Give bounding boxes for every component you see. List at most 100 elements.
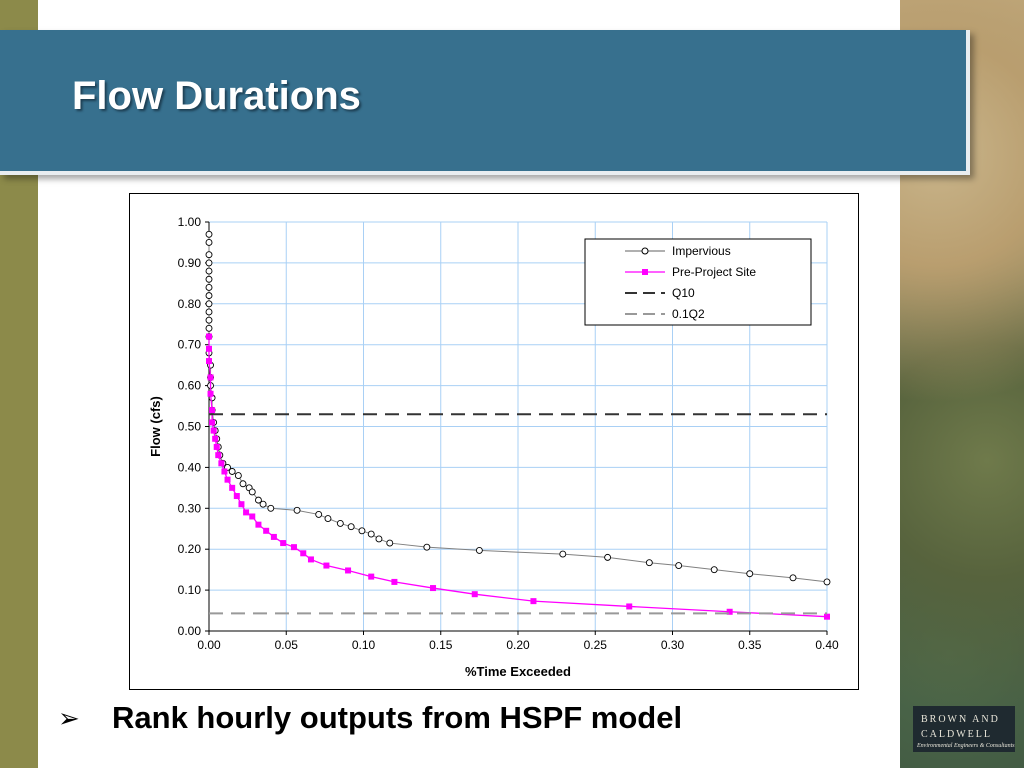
data-point-impervious [336,519,344,527]
bullet-text: Rank hourly outputs from HSPF model [112,700,683,735]
data-point-impervious [367,530,375,538]
data-point-pre-project [345,567,352,574]
legend-box [584,238,812,326]
data-point-impervious [710,566,718,574]
y-tick-label: 0.90 [178,256,202,270]
y-tick-label: 1.00 [178,215,202,229]
x-tick-label: 0.15 [429,638,453,652]
x-tick-label: 0.10 [352,638,376,652]
data-point-pre-project [471,591,478,598]
x-tick-label: 0.30 [661,638,685,652]
data-point-impervious [475,546,483,554]
data-point-pre-project [206,358,212,365]
data-point-pre-project [243,509,250,516]
data-point-impervious [205,308,213,316]
data-point-impervious [324,515,332,522]
x-tick-label: 0.20 [506,638,530,652]
legend-label: Pre-Project Site [672,265,756,279]
legend-label: 0.1Q2 [672,307,705,321]
data-point-impervious [293,506,301,514]
data-point-impervious [205,324,213,332]
logo-tagline: Environmental Engineers & Consultants [917,743,1015,749]
slide-title: Flow Durations [72,74,361,118]
data-point-impervious [234,472,242,480]
data-point-impervious [559,550,567,558]
title-banner [0,30,970,175]
data-point-pre-project [212,435,219,442]
data-point-impervious [205,239,213,246]
data-point-impervious [259,500,267,508]
data-point-impervious [386,539,394,547]
logo-line-2: CALDWELL [921,729,992,740]
chart-frame: 0.00 0.05 0.10 0.15 0.20 0.25 0.30 0.35 0.40 0.00… [129,193,859,690]
data-point-impervious [205,316,213,324]
data-point-pre-project [224,476,231,483]
y-tick-label: 0.40 [178,460,202,474]
data-point-pre-project [307,556,314,563]
data-point-impervious [358,527,366,535]
data-point-pre-project [824,613,830,620]
data-point-impervious [267,504,275,512]
legend-marker [642,269,648,275]
data-point-impervious [789,574,797,582]
data-point-impervious [205,251,213,259]
data-point-pre-project [238,501,245,508]
data-point-pre-project [218,460,225,467]
data-point-pre-project [626,603,633,610]
data-point-pre-project [368,573,375,580]
data-point-pre-project [280,540,287,547]
data-point-pre-project [430,585,437,592]
data-point-impervious [205,292,213,300]
data-point-pre-project [206,345,212,352]
data-point-impervious [254,496,262,504]
data-point-impervious [205,283,213,291]
data-point-pre-project [249,513,256,520]
x-tick-label: 0.40 [815,638,839,652]
data-point-impervious [205,267,213,275]
data-point-pre-project [206,333,212,340]
axes-layer: 0.00 0.05 0.10 0.15 0.20 0.25 0.30 0.35 0.40 0.00… [148,215,839,679]
data-point-impervious [205,230,213,238]
data-point-pre-project [210,427,217,434]
legend-label: Q10 [672,286,695,300]
x-tick-label: 0.00 [197,638,221,652]
x-tick-label: 0.05 [275,638,299,652]
data-point-impervious [375,535,383,543]
data-point-impervious [239,480,247,488]
data-point-impervious [205,275,213,283]
data-point-pre-project [209,407,216,414]
legend-marker [641,247,649,255]
y-axis-label: Flow (cfs) [148,396,163,457]
data-point-pre-project [209,419,216,426]
data-point-impervious [823,578,831,586]
data-point-impervious [675,562,683,570]
data-point-pre-project [300,550,307,557]
data-point-pre-project [726,608,733,615]
x-tick-label: 0.35 [738,638,762,652]
data-point-pre-project [323,562,330,569]
y-tick-label: 0.60 [178,379,202,393]
data-point-impervious [228,468,236,475]
data-point-pre-project [207,374,214,381]
data-point-pre-project [255,521,262,528]
data-point-pre-project [263,527,270,534]
legend-label: Impervious [672,244,731,258]
flow-duration-chart: 0.00 0.05 0.10 0.15 0.20 0.25 0.30 0.35 0.40 0.00… [148,215,839,679]
data-point-impervious [423,543,431,551]
data-point-pre-project [391,578,398,585]
logo-line-1: BROWN AND [921,714,1000,725]
data-point-impervious [746,570,754,578]
data-point-impervious [205,300,213,308]
data-point-impervious [645,559,653,567]
data-point-impervious [604,553,612,561]
data-point-pre-project [229,484,236,491]
data-point-pre-project [207,390,214,397]
brown-caldwell-logo: BROWN AND CALDWELL Environmental Enginee… [913,706,1015,752]
data-point-pre-project [215,452,222,459]
data-point-pre-project [213,443,220,450]
y-tick-label: 0.20 [178,542,202,556]
y-tick-label: 0.70 [178,338,202,352]
data-point-impervious [347,523,355,531]
x-axis-label: %Time Exceeded [465,664,571,679]
y-tick-label: 0.10 [178,583,202,597]
